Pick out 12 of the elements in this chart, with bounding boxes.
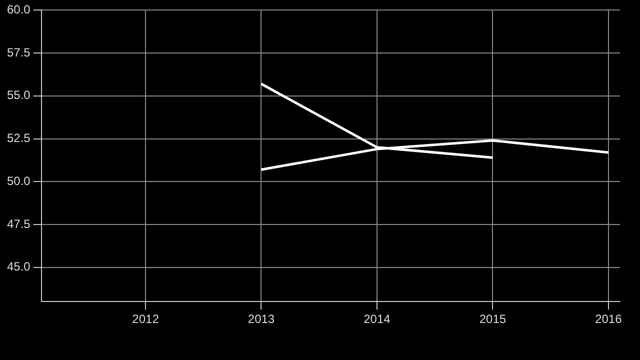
y-tick-label: 47.5 <box>6 216 31 231</box>
x-tick-label: 2012 <box>132 312 160 326</box>
y-tick-label: 60.0 <box>6 2 31 17</box>
x-tick-label: 2015 <box>479 312 506 326</box>
y-tick-label: 50.0 <box>6 174 31 188</box>
y-tick-label: 57.5 <box>6 45 31 60</box>
x-tick-label: 2014 <box>364 312 391 326</box>
y-tick-label: 55.0 <box>6 88 31 102</box>
y-tick-label: 45.0 <box>6 260 31 274</box>
y-tick-label: 52.5 <box>6 131 31 146</box>
x-tick-label: 2013 <box>248 312 275 326</box>
x-tick-label: 2016 <box>595 312 622 326</box>
